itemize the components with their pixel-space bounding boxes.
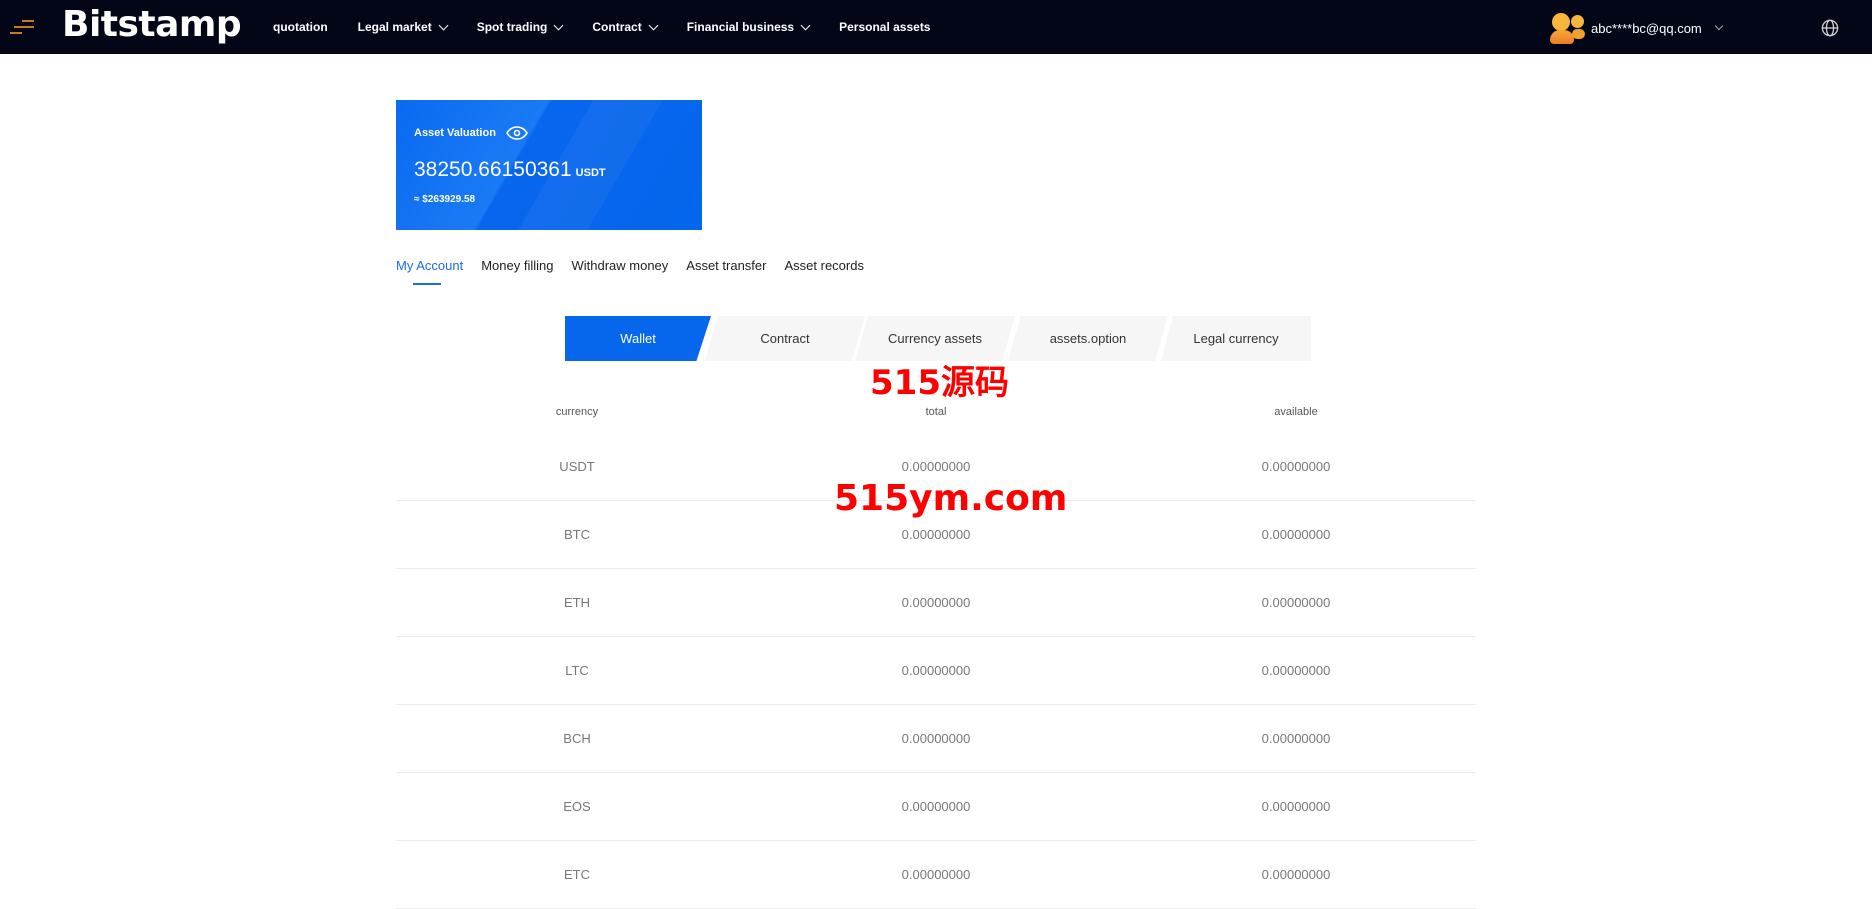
table-row: ETC 0.00000000 0.00000000 xyxy=(396,841,1476,909)
subtab[interactable]: assets.option xyxy=(1008,316,1168,361)
asset-table: USDT 0.00000000 0.00000000 BTC 0.00000000 0.0… xyxy=(396,433,1476,909)
nav-item[interactable]: Contract xyxy=(592,20,659,34)
tab[interactable]: Asset transfer xyxy=(686,258,767,273)
cell-currency: USDT xyxy=(559,459,595,474)
chevron-down-icon xyxy=(648,20,659,30)
cell-available: 0.00000000 xyxy=(1261,527,1331,542)
subtab-label: assets.option xyxy=(1049,331,1127,346)
watermark-text: 515源码 xyxy=(870,363,1009,403)
cell-currency: ETC xyxy=(564,867,590,882)
tab[interactable]: Money filling xyxy=(481,258,554,273)
chevron-down-icon xyxy=(1714,21,1724,31)
asset-valuation-card: Asset Valuation 38250.66150361 USDT ≈ $26… xyxy=(396,100,702,230)
cell-total: 0.00000000 xyxy=(901,799,971,814)
cell-total: 0.00000000 xyxy=(901,527,971,542)
tab[interactable]: Asset records xyxy=(784,258,864,273)
subtab[interactable]: Wallet xyxy=(565,316,711,361)
nav-item[interactable]: quotation xyxy=(273,20,328,34)
nav-item-label: Spot trading xyxy=(476,20,548,34)
nav-item[interactable]: Financial business xyxy=(686,20,811,34)
cell-currency: BTC xyxy=(564,527,590,542)
cell-currency: LTC xyxy=(565,663,589,678)
cell-total: 0.00000000 xyxy=(901,731,971,746)
nav-item[interactable]: Personal assets xyxy=(839,20,930,34)
menu-icon[interactable] xyxy=(10,20,36,36)
globe-icon[interactable] xyxy=(1821,19,1839,37)
cell-available: 0.00000000 xyxy=(1261,595,1331,610)
subtab-label: Contract xyxy=(760,331,810,346)
eye-icon[interactable] xyxy=(505,126,528,140)
logo[interactable]: Bitstamp xyxy=(62,4,242,45)
nav-item-label: Financial business xyxy=(686,20,795,34)
cell-available: 0.00000000 xyxy=(1261,731,1331,746)
cell-available: 0.00000000 xyxy=(1261,663,1331,678)
chevron-down-icon xyxy=(438,20,449,30)
table-row: BCH 0.00000000 0.00000000 xyxy=(396,705,1476,773)
asset-type-tabs: Wallet Contract Currency assets assets.opti… xyxy=(565,316,1311,361)
cell-available: 0.00000000 xyxy=(1261,867,1331,882)
user-menu[interactable]: abc****bc@qq.com xyxy=(1550,10,1724,46)
cell-available: 0.00000000 xyxy=(1261,459,1331,474)
column-header-total: total xyxy=(925,406,947,418)
asset-valuation-label: Asset Valuation xyxy=(414,127,496,139)
cell-available: 0.00000000 xyxy=(1261,799,1331,814)
user-email: abc****bc@qq.com xyxy=(1591,20,1702,36)
main-nav: quotation Legal market Spot trading Contrac… xyxy=(273,0,960,54)
subtab[interactable]: Legal currency xyxy=(1161,316,1311,361)
tab[interactable]: Withdraw money xyxy=(571,258,669,273)
nav-item[interactable]: Spot trading xyxy=(476,20,564,34)
nav-item-label: quotation xyxy=(273,20,328,34)
account-tabs: My Account Money filling Withdraw money Ass… xyxy=(396,258,864,285)
subtab-label: Legal currency xyxy=(1193,331,1279,346)
table-row: USDT 0.00000000 0.00000000 xyxy=(396,433,1476,501)
cell-currency: EOS xyxy=(563,799,591,814)
cell-total: 0.00000000 xyxy=(901,663,971,678)
column-header-available: available xyxy=(1274,406,1318,418)
cell-total: 0.00000000 xyxy=(901,867,971,882)
top-nav-bar: Bitstamp quotation Legal market Spot tradi… xyxy=(0,0,1872,54)
column-header-currency: currency xyxy=(555,406,599,418)
asset-value: 38250.66150361 xyxy=(414,158,572,181)
subtab[interactable]: Currency assets xyxy=(855,316,1015,361)
cell-currency: BCH xyxy=(563,731,591,746)
tab[interactable]: My Account xyxy=(396,258,464,285)
table-row: LTC 0.00000000 0.00000000 xyxy=(396,637,1476,705)
table-row: BTC 0.00000000 0.00000000 xyxy=(396,501,1476,569)
nav-item[interactable]: Legal market xyxy=(357,20,449,34)
chevron-down-icon xyxy=(553,20,564,30)
nav-item-label: Contract xyxy=(592,20,642,34)
cell-total: 0.00000000 xyxy=(901,459,971,474)
cell-currency: ETH xyxy=(564,595,590,610)
nav-item-label: Personal assets xyxy=(839,20,931,34)
table-row: ETH 0.00000000 0.00000000 xyxy=(396,569,1476,637)
subtab-label: Wallet xyxy=(620,331,656,346)
nav-item-label: Legal market xyxy=(357,20,432,34)
subtab-label: Currency assets xyxy=(888,331,982,346)
chevron-down-icon xyxy=(800,20,811,30)
cell-total: 0.00000000 xyxy=(901,595,971,610)
asset-approx-usd: ≈ $263929.58 xyxy=(414,194,476,205)
avatar xyxy=(1550,10,1586,46)
asset-unit: USDT xyxy=(575,167,606,179)
subtab[interactable]: Contract xyxy=(705,316,865,361)
table-row: EOS 0.00000000 0.00000000 xyxy=(396,773,1476,841)
